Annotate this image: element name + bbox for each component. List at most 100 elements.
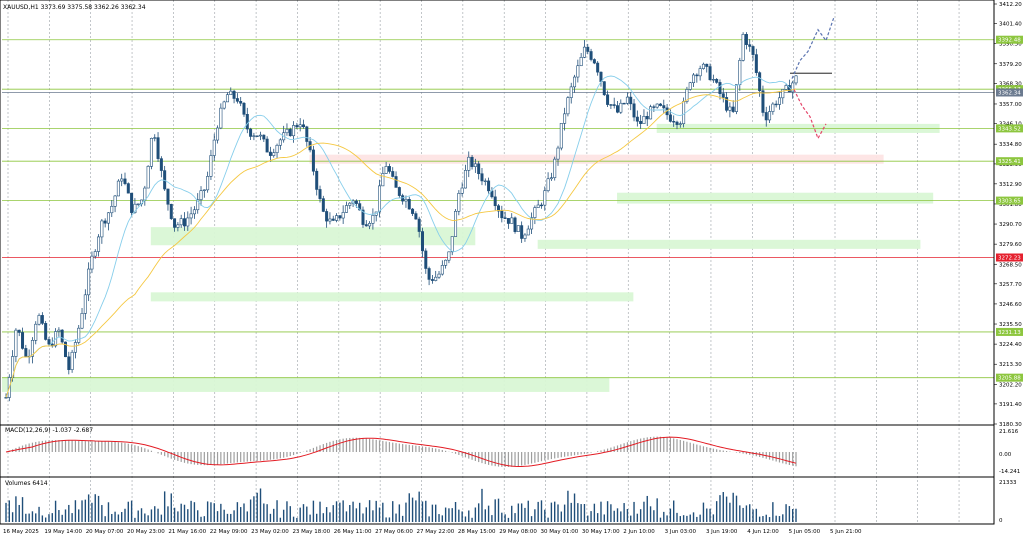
candle-body — [404, 198, 408, 202]
candle-body — [173, 218, 177, 228]
level-price-label: 3205.88 — [998, 376, 1021, 382]
candle-body — [44, 323, 48, 340]
candle-body — [698, 68, 702, 77]
candle-body — [523, 234, 527, 239]
candle-body — [209, 155, 213, 177]
time-tick-label: 27 May 06:00 — [375, 529, 413, 535]
candle-body — [589, 51, 593, 60]
macd-indicator: 21.616 0.00 -14.241 — [5, 429, 1020, 475]
candle-body — [325, 211, 329, 222]
candle-body — [688, 82, 692, 90]
candle-body — [192, 209, 196, 215]
candle-body — [708, 66, 712, 81]
candle-body — [460, 187, 464, 194]
candle-body — [354, 200, 358, 204]
candle-body — [202, 189, 206, 191]
price-tick-label: 3357.00 — [999, 102, 1022, 108]
candle-body — [457, 192, 461, 212]
candle-body — [503, 217, 507, 219]
time-tick-label: 20 May 07:00 — [86, 529, 124, 535]
candle-body — [715, 79, 719, 83]
candle-body — [80, 313, 84, 329]
candle-body — [520, 225, 524, 239]
time-tick-label: 22 May 09:00 — [210, 529, 248, 535]
candle-body — [738, 60, 742, 85]
horizontal-levels — [2, 39, 994, 379]
candle-body — [424, 250, 428, 269]
candle-body — [153, 137, 157, 139]
price-tick-label: 3191.40 — [999, 402, 1022, 408]
candle-body — [206, 176, 210, 191]
candle-body — [156, 137, 160, 159]
candle-body — [73, 342, 77, 353]
candle-body — [566, 97, 570, 115]
time-axis[interactable]: 16 May 2025 19 May 14:00 20 May 07:00 20 Ma… — [3, 529, 862, 535]
candle-body — [506, 218, 510, 224]
candle-body — [678, 123, 682, 125]
candle-body — [93, 251, 97, 257]
candle-body — [444, 259, 448, 266]
candle-body — [397, 187, 401, 196]
candle-body — [292, 125, 296, 137]
level-price-tag — [996, 373, 1023, 382]
level-price-tag — [996, 35, 1023, 44]
macd-tick-label: 0.00 — [999, 452, 1012, 458]
candle-body — [771, 103, 775, 112]
candle-body — [123, 178, 127, 184]
candle-body — [761, 90, 765, 113]
candle-body — [199, 190, 203, 201]
price-axis[interactable]: 3412.20 3401.40 3390.50 3379.20 3368.30 3357.… — [994, 2, 1023, 428]
candle-body — [21, 332, 25, 349]
candle-body — [149, 138, 153, 167]
candle-body — [579, 57, 583, 67]
candle-body — [625, 96, 629, 104]
candle-body — [744, 34, 748, 45]
forecast-down-path — [793, 89, 827, 140]
candle-body — [97, 236, 101, 252]
candle-body — [275, 144, 279, 153]
candle-body — [573, 76, 577, 88]
candle-body — [510, 217, 514, 224]
candle-body — [361, 209, 365, 225]
time-tick-label: 3 Jun 19:00 — [706, 529, 738, 535]
candle-body — [480, 173, 484, 182]
candle-body — [731, 106, 735, 112]
price-tick-label: 3368.30 — [999, 82, 1022, 88]
candle-body — [622, 102, 626, 105]
level-price-label: 3343.52 — [998, 126, 1021, 132]
candle-body — [751, 46, 755, 55]
candle-body — [63, 341, 67, 358]
candle-body — [37, 315, 41, 325]
candle-body — [110, 206, 114, 214]
candle-body — [136, 203, 140, 205]
vertical-grid — [7, 0, 960, 524]
candle-body — [272, 152, 276, 156]
candle-body — [530, 217, 534, 230]
candle-body — [493, 196, 497, 207]
time-tick-label: 23 May 18:00 — [292, 529, 330, 535]
candle-body — [47, 339, 51, 345]
price-tick-label: 3412.20 — [999, 2, 1022, 8]
time-tick-label: 2 Jun 10:00 — [623, 529, 655, 535]
candle-body — [67, 356, 71, 370]
level-price-label: 3303.65 — [998, 199, 1021, 205]
candle-body — [77, 327, 81, 343]
candle-body — [212, 139, 216, 156]
candle-body — [387, 166, 391, 172]
candle-body — [222, 101, 226, 109]
level-price-tag — [996, 157, 1023, 166]
level-price-label: 3325.41 — [998, 159, 1021, 165]
price-tick-label: 3379.20 — [999, 62, 1022, 68]
price-tick-label: 3279.60 — [999, 242, 1022, 248]
candle-body — [176, 224, 180, 228]
candle-body — [106, 212, 110, 224]
candle-body — [477, 163, 481, 175]
candle-body — [358, 203, 362, 211]
candle-body — [754, 54, 758, 73]
candle-body — [500, 210, 504, 219]
candle-body — [692, 74, 696, 84]
candle-body — [497, 205, 501, 212]
candle-body — [133, 203, 137, 213]
